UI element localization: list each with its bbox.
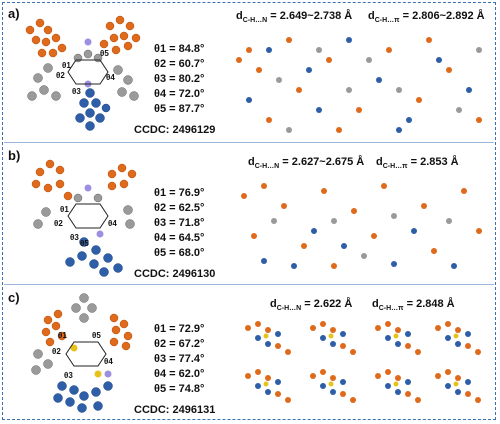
angle-value: θ5 = 74.8° xyxy=(154,383,205,395)
panel-c: c) θ1 θ2 θ3 θ4 θ5 θ1 = 72.9° xyxy=(4,288,494,420)
crystal-packing-b xyxy=(241,183,482,269)
figure-frame xyxy=(2,2,496,420)
angle-value: θ3 = 71.8° xyxy=(154,217,205,229)
distance-ch-n: dC-H…N = 2.649~2.738 Å xyxy=(236,10,353,25)
angle-value: θ4 = 64.5° xyxy=(154,232,205,244)
panel-label: b) xyxy=(8,148,21,163)
angle-value: θ3 = 80.2° xyxy=(154,73,205,85)
angle-list: θ1 = 76.9° θ2 = 62.5° θ3 = 71.8° θ4 = 64… xyxy=(154,186,204,261)
theta-mark: θ5 xyxy=(92,331,101,340)
distance-ch-n: dC-H…N = 2.627~2.675 Å xyxy=(248,156,365,171)
angle-value: θ2 = 62.5° xyxy=(154,202,205,214)
panel-divider xyxy=(4,142,494,143)
distance-ch-pi: dC-H…π = 2.848 Å xyxy=(372,298,455,313)
distance-ch-pi: dC-H…π = 2.806~2.892 Å xyxy=(368,10,485,25)
angle-value: θ4 = 72.0° xyxy=(154,88,205,100)
angle-value: θ1 = 72.9° xyxy=(154,323,205,335)
angle-value: θ1 = 76.9° xyxy=(154,187,205,199)
angle-value: θ4 = 62.0° xyxy=(154,368,205,380)
theta-mark: θ3 xyxy=(64,371,73,380)
molecule-structure-a: θ1 θ2 θ3 θ4 θ5 xyxy=(25,15,141,131)
panel-label: a) xyxy=(8,6,20,21)
ccdc-number: CCDC: 2496129 xyxy=(134,124,216,136)
theta-mark: θ5 xyxy=(100,49,109,58)
theta-mark: θ2 xyxy=(54,219,63,228)
theta-mark: θ3 xyxy=(72,87,81,96)
theta-mark: θ1 xyxy=(58,331,67,340)
crystal-packing-a xyxy=(236,37,482,133)
angle-value: θ2 = 60.7° xyxy=(154,58,205,70)
angle-value: θ2 = 67.2° xyxy=(154,338,205,350)
angle-value: θ3 = 77.4° xyxy=(154,353,205,365)
panel-a: a) θ1 θ2 θ3 θ4 xyxy=(4,4,494,142)
molecule-structure-b: θ1 θ2 θ3 θ4 θ5 xyxy=(31,159,137,277)
angle-list: θ1 = 84.8° θ2 = 60.7° θ3 = 80.2° θ4 = 72… xyxy=(154,42,204,117)
panel-b: b) θ1 θ2 θ3 θ4 θ5 θ1 = 76.9° θ2 = xyxy=(4,146,494,284)
angle-value: θ5 = 87.7° xyxy=(154,103,205,115)
theta-mark: θ4 xyxy=(108,219,117,228)
molecule-structure-c: θ1 θ2 θ3 θ4 θ5 xyxy=(31,293,133,413)
distance-ch-n: dC-H…N = 2.622 Å xyxy=(270,298,353,313)
theta-mark: θ2 xyxy=(56,71,65,80)
packing-unit xyxy=(245,321,291,355)
theta-mark: θ4 xyxy=(106,73,115,82)
panel-divider xyxy=(4,284,494,285)
theta-mark: θ2 xyxy=(52,347,61,356)
theta-mark: θ5 xyxy=(80,239,89,248)
theta-mark: θ1 xyxy=(62,61,71,70)
theta-mark: θ4 xyxy=(104,357,113,366)
angle-list: θ1 = 72.9° θ2 = 67.2° θ3 = 77.4° θ4 = 62… xyxy=(154,322,204,397)
ccdc-number: CCDC: 2496131 xyxy=(134,404,216,416)
distance-ch-pi: dC-H…π = 2.853 Å xyxy=(376,156,459,171)
crystal-packing-c xyxy=(245,321,481,403)
panel-label: c) xyxy=(8,290,20,305)
theta-mark: θ1 xyxy=(60,205,69,214)
angle-value: θ5 = 68.0° xyxy=(154,247,205,259)
angle-value: θ1 = 84.8° xyxy=(154,43,205,55)
ccdc-number: CCDC: 2496130 xyxy=(134,268,216,280)
theta-mark: θ3 xyxy=(70,233,79,242)
